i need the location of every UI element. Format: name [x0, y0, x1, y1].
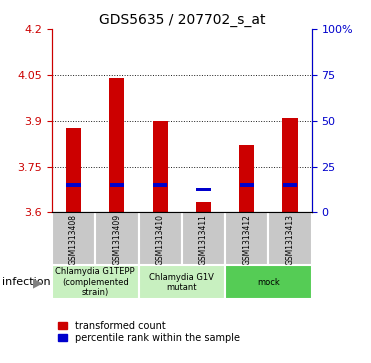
Bar — [225, 212, 268, 265]
Text: GSM1313411: GSM1313411 — [199, 214, 208, 265]
Bar — [268, 212, 312, 265]
Text: Chlamydia G1TEPP
(complemented
strain): Chlamydia G1TEPP (complemented strain) — [55, 267, 135, 297]
Legend: transformed count, percentile rank within the sample: transformed count, percentile rank withi… — [58, 321, 240, 343]
Bar — [239, 145, 254, 212]
Bar — [282, 118, 298, 212]
Text: GSM1313413: GSM1313413 — [286, 214, 295, 265]
Bar — [95, 212, 138, 265]
Bar — [196, 202, 211, 212]
Bar — [66, 129, 81, 212]
Bar — [283, 183, 297, 187]
Text: ▶: ▶ — [33, 276, 42, 289]
Bar — [138, 212, 182, 265]
Bar — [196, 188, 211, 191]
Bar — [52, 265, 138, 299]
Text: GSM1313409: GSM1313409 — [112, 214, 121, 265]
Title: GDS5635 / 207702_s_at: GDS5635 / 207702_s_at — [99, 13, 265, 26]
Text: Chlamydia G1V
mutant: Chlamydia G1V mutant — [150, 273, 214, 292]
Text: GSM1313410: GSM1313410 — [156, 214, 165, 265]
Bar — [153, 183, 167, 187]
Text: infection: infection — [2, 277, 50, 287]
Bar — [240, 183, 254, 187]
Bar — [110, 183, 124, 187]
Bar — [66, 183, 81, 187]
Text: GSM1313408: GSM1313408 — [69, 214, 78, 265]
Bar — [109, 78, 124, 212]
Text: GSM1313412: GSM1313412 — [242, 214, 251, 265]
Bar — [225, 265, 312, 299]
Text: mock: mock — [257, 278, 280, 287]
Bar — [152, 121, 168, 212]
Bar — [182, 212, 225, 265]
Bar — [52, 212, 95, 265]
Bar — [138, 265, 225, 299]
